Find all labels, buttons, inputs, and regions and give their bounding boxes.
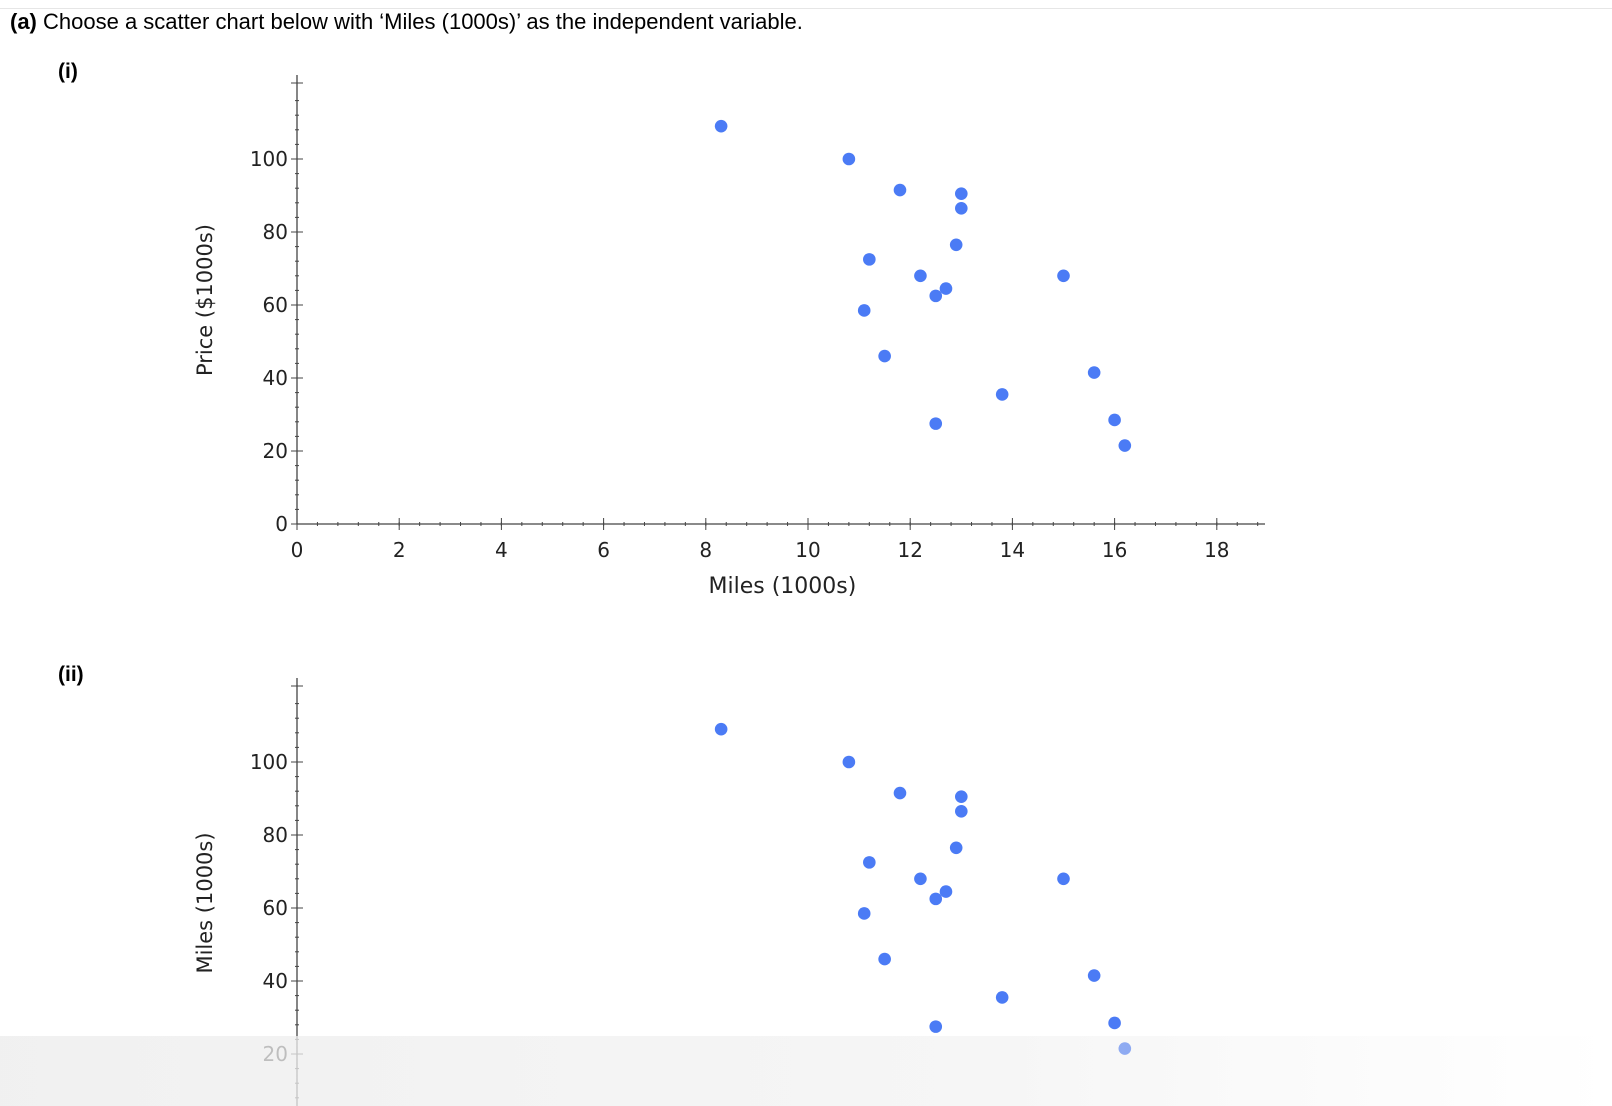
option-label-i[interactable]: (i) [58, 60, 78, 83]
data-point [1118, 1042, 1132, 1055]
data-point [929, 892, 943, 906]
x-axis-label: Miles (1000s) [709, 574, 857, 599]
x-tick-label: 16 [1102, 538, 1127, 562]
data-point [863, 856, 876, 869]
data-point [955, 790, 968, 803]
x-tick-label: 14 [1000, 538, 1025, 562]
y-axis-label: Price ($1000s) [193, 224, 217, 376]
y-tick-label: 20 [263, 439, 288, 463]
data-point [1118, 439, 1132, 452]
data-point [1108, 1016, 1121, 1030]
x-tick-label: 8 [699, 538, 712, 562]
y-axis-label: Miles (1000s) [193, 832, 217, 973]
y-tick-label: 60 [263, 293, 288, 317]
data-point [955, 201, 968, 215]
data-point [893, 786, 907, 800]
data-point [1057, 872, 1070, 886]
x-tick-label: 6 [597, 538, 610, 562]
data-point [929, 1020, 943, 1033]
y-tick-label: 100 [250, 750, 288, 774]
data-point [955, 804, 968, 818]
data-point [939, 282, 953, 295]
data-point [842, 755, 856, 769]
data-point [714, 722, 728, 736]
data-point [995, 388, 1009, 401]
data-point [1057, 269, 1070, 283]
data-point [878, 952, 891, 966]
data-point [878, 349, 891, 363]
data-point [1087, 366, 1101, 379]
scatter-chart-i[interactable]: 0 20 40 60 80 100 Price ($1000s) 0 2 4 6 8 10 12 14 16 1… [0, 0, 1612, 620]
data-point [893, 183, 907, 197]
question-prompt: (a) Choose a scatter chart below with ‘M… [10, 8, 803, 36]
y-tick-label: 20 [263, 1042, 288, 1066]
option-label-ii[interactable]: (ii) [58, 663, 84, 686]
data-point [914, 269, 927, 283]
data-point [857, 304, 871, 317]
data-point [1108, 413, 1121, 427]
x-tick-label: 12 [897, 538, 922, 562]
data-point [863, 253, 876, 266]
x-tick-label: 18 [1204, 538, 1229, 562]
data-point [995, 991, 1009, 1004]
y-tick-label: 100 [250, 147, 288, 171]
data-point [949, 238, 963, 252]
data-point [949, 841, 963, 855]
y-tick-label: 60 [263, 896, 288, 920]
y-tick-label: 40 [263, 366, 288, 390]
data-point [857, 907, 871, 920]
data-point [939, 885, 953, 898]
data-point [914, 872, 927, 886]
data-point [929, 417, 943, 430]
data-point [929, 289, 943, 303]
y-tick-label: 80 [263, 823, 288, 847]
question-text: Choose a scatter chart below with ‘Miles… [43, 9, 803, 34]
top-divider [0, 8, 1612, 9]
y-tick-label: 40 [263, 969, 288, 993]
y-tick-label: 80 [263, 220, 288, 244]
data-point [842, 152, 856, 166]
x-tick-label: 2 [393, 538, 406, 562]
y-tick-label: 0 [275, 512, 288, 536]
data-point [955, 187, 968, 200]
data-point [1087, 969, 1101, 982]
x-tick-label: 10 [795, 538, 820, 562]
question-label: (a) [10, 9, 37, 34]
data-point [714, 119, 728, 133]
x-tick-label: 4 [495, 538, 508, 562]
x-tick-label: 0 [291, 538, 304, 562]
